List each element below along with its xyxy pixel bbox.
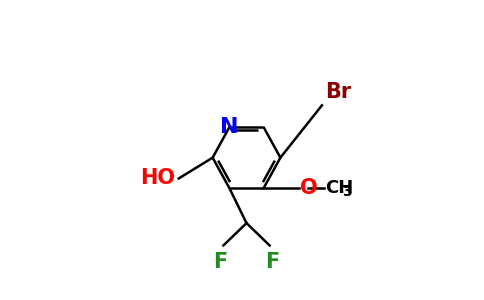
Text: Br: Br [325,82,351,102]
Text: HO: HO [140,169,175,188]
Text: F: F [213,252,227,272]
Text: O: O [301,178,318,199]
Text: 3: 3 [342,185,351,199]
Text: F: F [266,252,280,272]
Text: N: N [220,117,239,137]
Text: CH: CH [325,179,353,197]
